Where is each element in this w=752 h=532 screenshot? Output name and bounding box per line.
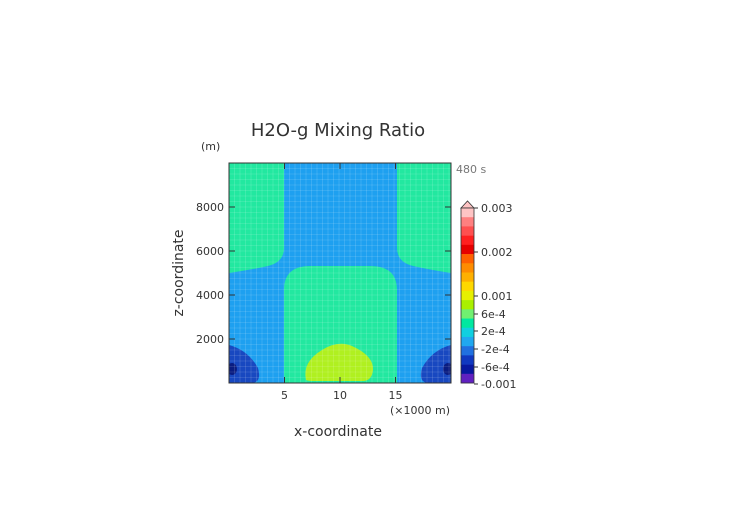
colorbar-swatch xyxy=(461,263,474,273)
grid-lines xyxy=(229,163,451,383)
colorbar-swatch xyxy=(461,217,474,227)
colorbar-swatch xyxy=(461,355,474,365)
colorbar-swatch xyxy=(461,226,474,236)
y-tick-label: 6000 xyxy=(196,245,224,258)
colorbar-swatch xyxy=(461,327,474,338)
colorbar-swatch xyxy=(461,300,474,310)
colorbar-swatch xyxy=(461,373,474,384)
colorbar-swatch xyxy=(461,244,474,255)
colorbar-swatch xyxy=(461,336,474,347)
left-column-region xyxy=(229,163,284,273)
colorbar-swatch xyxy=(461,281,474,292)
colorbar-swatch xyxy=(461,346,474,356)
y-tick-label: 8000 xyxy=(196,201,224,214)
y-axis-ticks: 2000 4000 6000 8000 xyxy=(196,201,451,346)
right-column-region xyxy=(397,163,451,273)
central-plume-region xyxy=(284,266,397,383)
colorbar-swatch xyxy=(461,208,474,218)
colorbar-swatch xyxy=(461,235,474,246)
right-minimum-region xyxy=(420,345,451,383)
colorbar-swatch xyxy=(461,254,474,264)
chart-title: H2O-g Mixing Ratio xyxy=(251,120,425,141)
colorbar-swatch xyxy=(461,318,474,329)
left-minimum-region xyxy=(229,345,260,383)
colorbar-swatch xyxy=(461,364,474,375)
x-axis-ticks: 5 10 15 xyxy=(281,163,403,402)
y-unit-label: (m) xyxy=(201,140,220,153)
colorbar: 0.003 0.002 0.001 6e-4 2e-4 -2e-4 -6e-4 -0.001 xyxy=(460,200,516,391)
x-unit-label: (×1000 m) xyxy=(390,404,450,417)
y-tick-label: 4000 xyxy=(196,289,224,302)
colorbar-swatch xyxy=(461,309,474,319)
x-tick-label: 15 xyxy=(389,389,403,402)
colorbar-label: -6e-4 xyxy=(481,361,510,374)
x-tick-label: 5 xyxy=(281,389,288,402)
colorbar-label: 0.002 xyxy=(481,246,513,259)
y-axis-label: z-coordinate xyxy=(171,229,187,316)
x-tick-label: 10 xyxy=(333,389,347,402)
colorbar-swatch xyxy=(461,272,474,282)
colorbar-label: 2e-4 xyxy=(481,325,506,338)
right-minimum-core xyxy=(443,363,451,375)
colorbar-label: 0.003 xyxy=(481,202,513,215)
x-axis-label: x-coordinate xyxy=(294,424,382,440)
time-label: 480 s xyxy=(456,163,486,176)
surface-core-region xyxy=(305,343,374,381)
colorbar-label: -2e-4 xyxy=(481,343,510,356)
left-minimum-core xyxy=(229,363,237,375)
plot-area xyxy=(229,163,451,383)
colorbar-overflow-arrow xyxy=(460,200,475,209)
y-tick-label: 2000 xyxy=(196,333,224,346)
colorbar-label: 6e-4 xyxy=(481,308,506,321)
colorbar-label: 0.001 xyxy=(481,290,513,303)
colorbar-swatch xyxy=(461,290,474,301)
colorbar-label: -0.001 xyxy=(481,378,516,391)
